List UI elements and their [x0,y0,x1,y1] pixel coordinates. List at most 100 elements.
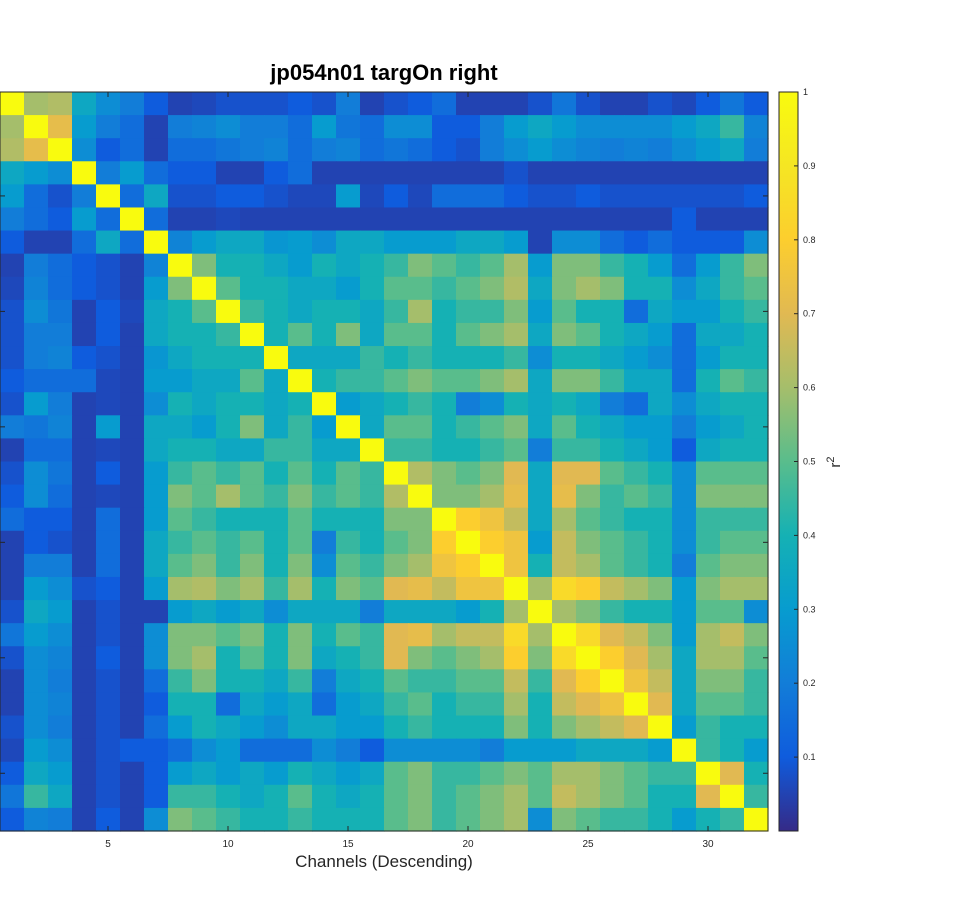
heatmap-cell [336,207,361,232]
heatmap-cell [288,600,313,624]
heatmap-cell [264,415,289,439]
heatmap-cell [240,230,265,255]
heatmap-cell [312,530,337,555]
heatmap-cell [600,553,625,578]
heatmap-cell [288,623,313,647]
heatmap-cell [312,600,337,624]
heatmap-cell [360,530,385,555]
heatmap-cell [288,761,313,786]
heatmap-cell [432,576,457,601]
heatmap-cell [48,530,73,555]
heatmap-cell [720,553,745,578]
heatmap-cell [624,669,649,694]
heatmap-cell [192,115,217,139]
heatmap-cell [456,207,481,232]
heatmap-cell [168,276,193,301]
heatmap-cell [312,184,337,209]
x-axis-ticks: 5 10 15 20 25 30 [105,92,714,850]
heatmap-cell [720,276,745,301]
heatmap-cell [744,276,769,301]
heatmap-cell [240,530,265,555]
heatmap-cell [96,784,121,809]
heatmap-cell [504,784,529,809]
heatmap-cell [72,392,97,416]
heatmap-cell [744,138,769,162]
heatmap-cell [480,784,505,809]
heatmap-cell [192,253,217,278]
heatmap-cell [408,553,433,578]
heatmap-cell [744,230,769,255]
heatmap-cell [696,346,721,370]
heatmap-cell [216,646,241,670]
heatmap-cell [216,322,241,347]
heatmap-cell [480,322,505,347]
heatmap-cell [72,253,97,278]
heatmap-cell [744,461,769,486]
heatmap-cell [120,299,145,324]
heatmap-cell [72,438,97,463]
heatmap-cell [216,392,241,416]
heatmap-cell [504,415,529,439]
heatmap-cell [360,230,385,255]
heatmap-cell [648,807,673,832]
heatmap-cell [360,253,385,278]
heatmap-cell [744,92,769,116]
heatmap-cell [264,484,289,509]
heatmap-cell [696,161,721,185]
heatmap-cell [0,530,25,555]
heatmap-cell [528,715,553,740]
heatmap-cell [144,369,169,393]
heatmap-cell [0,715,25,740]
heatmap-cell [624,369,649,393]
heatmap-cell [600,392,625,416]
heatmap-cell [528,369,553,393]
heatmap-cell [216,576,241,601]
heatmap-cell [384,346,409,370]
heatmap-cell [672,553,697,578]
heatmap-cell [144,507,169,532]
heatmap-cell [720,576,745,601]
heatmap-cell [624,600,649,624]
heatmap-cell [720,369,745,393]
heatmap-cell [528,253,553,278]
heatmap-cell [624,807,649,832]
heatmap-cell [144,715,169,740]
heatmap-cell [312,115,337,139]
heatmap-cell [408,276,433,301]
heatmap-cell [360,553,385,578]
heatmap-cell [720,623,745,647]
heatmap-cell [504,230,529,255]
heatmap-cell [384,807,409,832]
heatmap-cell [312,322,337,347]
heatmap-cell [528,346,553,370]
heatmap-cell [312,230,337,255]
heatmap-cell [624,692,649,717]
heatmap-cell [408,600,433,624]
heatmap-cell [192,761,217,786]
heatmap-cell [504,715,529,740]
heatmap-cell [96,415,121,439]
heatmap-cell [600,715,625,740]
heatmap-cell [672,230,697,255]
heatmap-cell [552,461,577,486]
heatmap-cell [288,299,313,324]
heatmap-cell [312,738,337,763]
heatmap-cell [144,576,169,601]
heatmap-cell [600,92,625,116]
heatmap-cell [120,230,145,255]
heatmap-cell [528,692,553,717]
heatmap-cell [288,576,313,601]
heatmap-cell [336,715,361,740]
heatmap-cell [240,415,265,439]
heatmap-cell [624,484,649,509]
heatmap-cell [240,461,265,486]
heatmap-cell [648,346,673,370]
heatmap-cell [216,692,241,717]
heatmap-cell [288,253,313,278]
heatmap-cell [696,184,721,209]
heatmap-cell [0,646,25,670]
heatmap-cell [168,784,193,809]
heatmap-cell [600,346,625,370]
heatmap-cell [624,646,649,670]
heatmap-cell [528,600,553,624]
